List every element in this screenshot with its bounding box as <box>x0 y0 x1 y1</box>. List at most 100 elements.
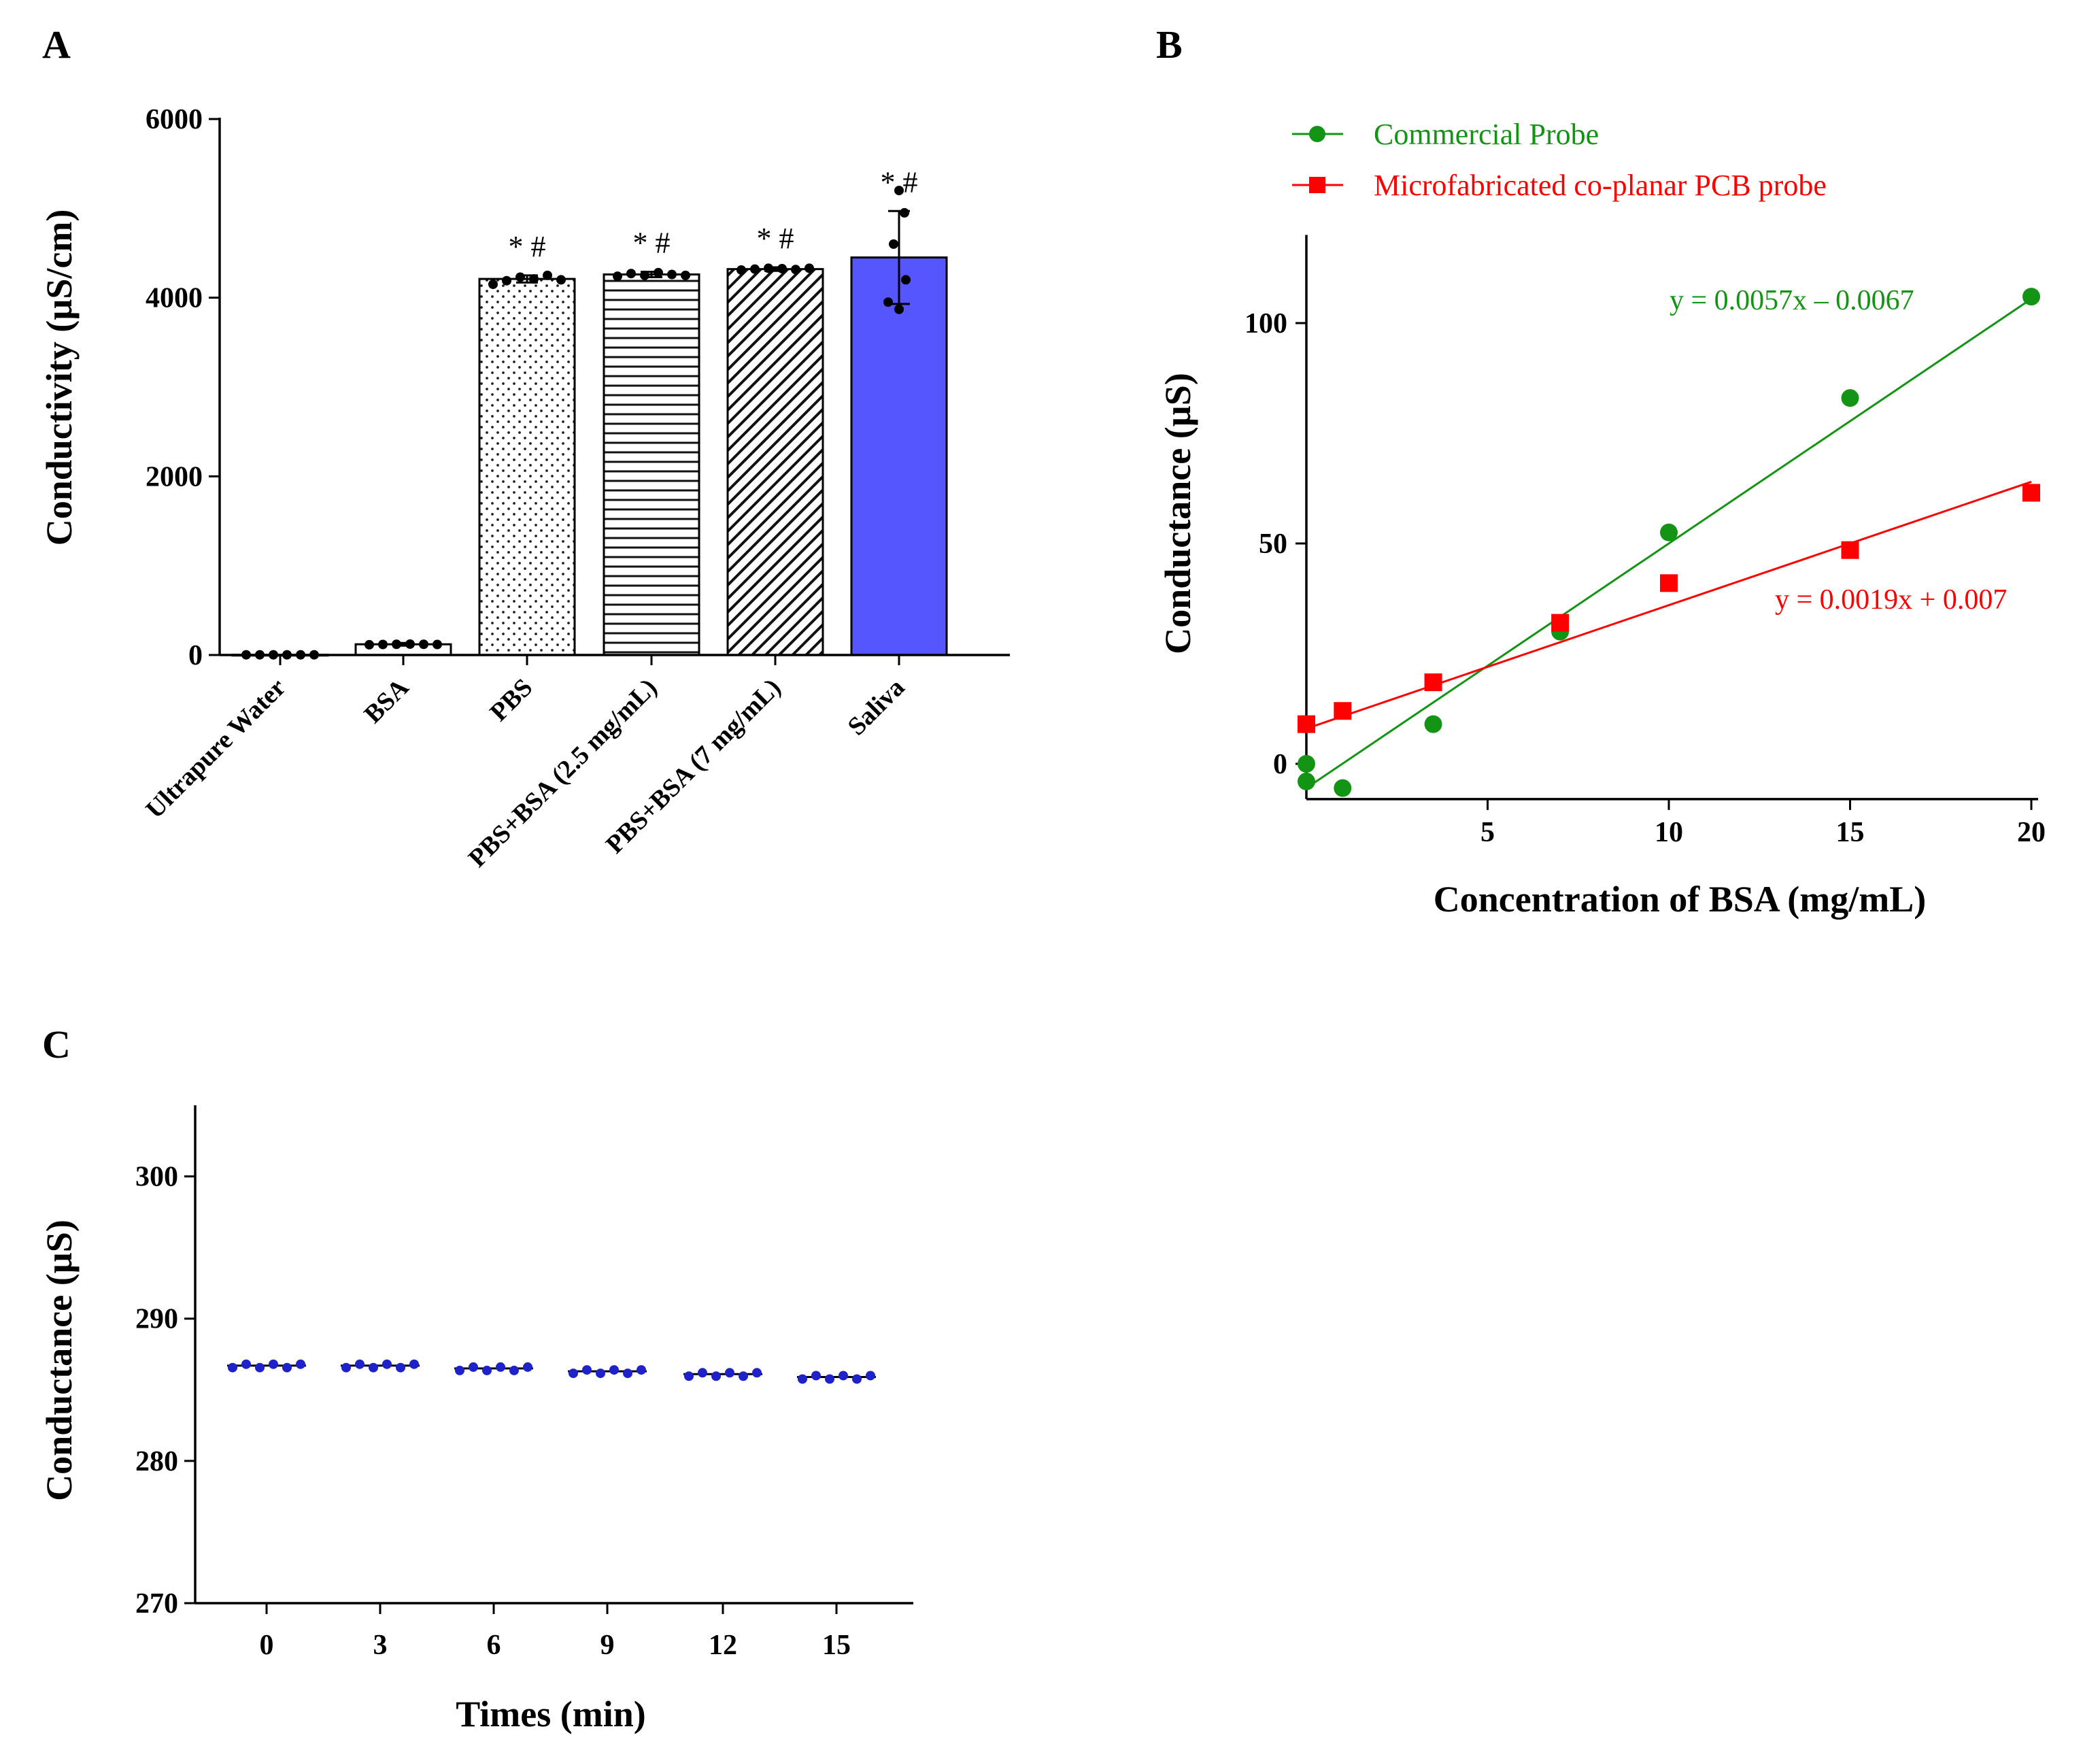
c-point-0-1 <box>241 1359 251 1369</box>
data-point-2-0 <box>488 279 498 289</box>
c-point-2-3 <box>496 1362 505 1372</box>
data-point-3-3 <box>654 267 663 278</box>
significance-label-5: * # <box>881 165 918 199</box>
c-point-3-2 <box>596 1369 605 1379</box>
fit-line-0 <box>1306 298 2032 789</box>
series-1-point-6 <box>2022 484 2040 502</box>
c-point-5-1 <box>811 1371 821 1381</box>
bar-2 <box>478 278 576 656</box>
c-point-2-1 <box>469 1362 478 1372</box>
series-0-point-7 <box>2022 288 2040 306</box>
panel-label-a: A <box>42 22 71 67</box>
data-point-4-4 <box>791 265 800 275</box>
series-0-point-2 <box>1334 779 1352 797</box>
series-0-point-1 <box>1298 772 1315 790</box>
series-0-point-5 <box>1660 523 1678 541</box>
data-point-4-3 <box>777 263 787 273</box>
c-point-1-1 <box>355 1359 365 1369</box>
series-1-point-4 <box>1660 574 1678 592</box>
data-point-5-3 <box>889 239 898 249</box>
series-0-point-6 <box>1841 389 1859 407</box>
data-point-3-0 <box>613 271 622 282</box>
significance-label-2: * # <box>509 230 546 263</box>
c-x-tick-label-5: 15 <box>822 1630 851 1661</box>
data-point-4-0 <box>736 265 746 275</box>
data-point-2-2 <box>515 272 525 282</box>
panel-c-y-axis-label: Conductance (µS) <box>39 1220 80 1501</box>
series-1-point-5 <box>1841 541 1859 559</box>
c-point-0-2 <box>255 1362 265 1373</box>
legend-marker-commercial <box>1309 126 1325 142</box>
equation-pcb: y = 0.0019x + 0.007 <box>1775 584 2007 616</box>
panel-label-b: B <box>1156 22 1183 67</box>
c-point-5-3 <box>839 1371 848 1381</box>
data-point-2-4 <box>543 270 552 280</box>
c-point-3-3 <box>609 1365 619 1375</box>
c-point-0-3 <box>269 1359 278 1369</box>
panel-c-scatter-chart: Conductance (µS) Times (min) 27028029030… <box>39 1105 913 1734</box>
c-y-tick-label-0: 270 <box>135 1588 178 1619</box>
c-point-3-0 <box>569 1369 578 1379</box>
b-y-tick-label-2: 100 <box>1244 308 1287 339</box>
c-x-tick-label-4: 12 <box>709 1630 737 1661</box>
c-point-4-5 <box>752 1368 762 1378</box>
data-point-5-2 <box>901 275 911 285</box>
data-point-2-3 <box>529 274 539 284</box>
series-1-point-1 <box>1334 702 1352 720</box>
c-y-tick-label-2: 290 <box>135 1304 178 1335</box>
y-tick-label-2: 4000 <box>146 283 203 314</box>
data-point-4-1 <box>750 264 760 274</box>
data-point-3-1 <box>626 269 636 279</box>
data-point-3-5 <box>681 270 690 280</box>
y-tick-label-0: 0 <box>188 640 203 671</box>
data-point-1-3 <box>405 639 415 649</box>
c-point-3-1 <box>582 1365 592 1375</box>
y-tick-label-3: 6000 <box>146 104 203 135</box>
category-label-5: Saliva <box>842 673 910 741</box>
c-point-4-1 <box>698 1368 707 1378</box>
data-point-1-0 <box>365 639 374 650</box>
c-point-0-4 <box>282 1362 292 1373</box>
data-point-1-1 <box>378 639 388 650</box>
c-point-5-0 <box>798 1374 807 1384</box>
data-point-2-5 <box>556 275 566 285</box>
c-point-4-0 <box>684 1371 694 1381</box>
legend-label-pcb: Microfabricated co-planar PCB probe <box>1374 169 1827 202</box>
c-point-5-4 <box>852 1374 862 1384</box>
c-point-4-2 <box>711 1371 721 1381</box>
b-x-tick-label-0: 5 <box>1480 817 1495 848</box>
c-point-1-0 <box>341 1362 351 1373</box>
panel-a-bar-chart: Conductivity (µS/cm) Ultrapure Water BSA *… <box>39 104 1010 873</box>
c-x-tick-label-3: 9 <box>600 1630 615 1661</box>
c-y-tick-label-1: 280 <box>135 1446 178 1477</box>
legend-marker-pcb <box>1309 177 1325 193</box>
series-1-point-2 <box>1424 673 1442 692</box>
data-point-3-4 <box>667 269 677 280</box>
c-point-3-5 <box>637 1365 646 1375</box>
series-1-point-3 <box>1551 614 1570 632</box>
c-point-1-3 <box>382 1359 392 1369</box>
data-point-3-2 <box>640 270 649 280</box>
b-y-tick-label-0: 0 <box>1273 749 1287 780</box>
c-point-1-4 <box>396 1362 405 1373</box>
data-point-5-0 <box>894 304 904 314</box>
c-point-0-5 <box>296 1359 305 1369</box>
c-x-tick-label-1: 3 <box>373 1630 388 1661</box>
b-x-tick-label-1: 10 <box>1655 817 1683 848</box>
category-label-1: BSA <box>358 673 414 728</box>
panel-b-x-axis-label: Concentration of BSA (mg/mL) <box>1434 879 1926 920</box>
c-point-2-0 <box>455 1365 464 1375</box>
data-point-1-4 <box>419 639 428 650</box>
panel-b-legend: Commercial Probe Microfabricated co-plan… <box>1292 118 1827 202</box>
panel-label-c: C <box>42 1022 71 1067</box>
category-label-0: Ultrapure Water <box>140 673 291 824</box>
data-point-5-5 <box>894 186 904 196</box>
data-point-1-2 <box>392 639 401 650</box>
c-x-tick-label-2: 6 <box>487 1630 501 1661</box>
series-1-point-0 <box>1298 715 1315 733</box>
c-point-2-2 <box>482 1365 492 1375</box>
c-x-tick-label-0: 0 <box>260 1630 274 1661</box>
c-point-5-2 <box>825 1374 834 1384</box>
equation-commercial: y = 0.0057x – 0.0067 <box>1670 285 1914 316</box>
